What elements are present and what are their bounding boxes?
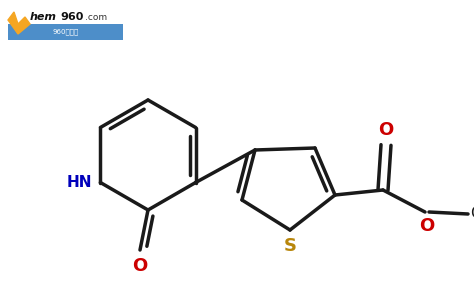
Text: 960: 960: [60, 12, 83, 22]
FancyBboxPatch shape: [8, 24, 123, 40]
Text: O: O: [132, 257, 147, 275]
Text: O: O: [378, 121, 393, 139]
Text: S: S: [283, 237, 297, 255]
Text: CH: CH: [470, 207, 474, 222]
Text: 960化工网: 960化工网: [52, 29, 79, 35]
Text: hem: hem: [30, 12, 57, 22]
Text: O: O: [419, 217, 435, 235]
Text: .com: .com: [85, 13, 107, 21]
Polygon shape: [8, 12, 30, 34]
Text: HN: HN: [67, 175, 92, 190]
